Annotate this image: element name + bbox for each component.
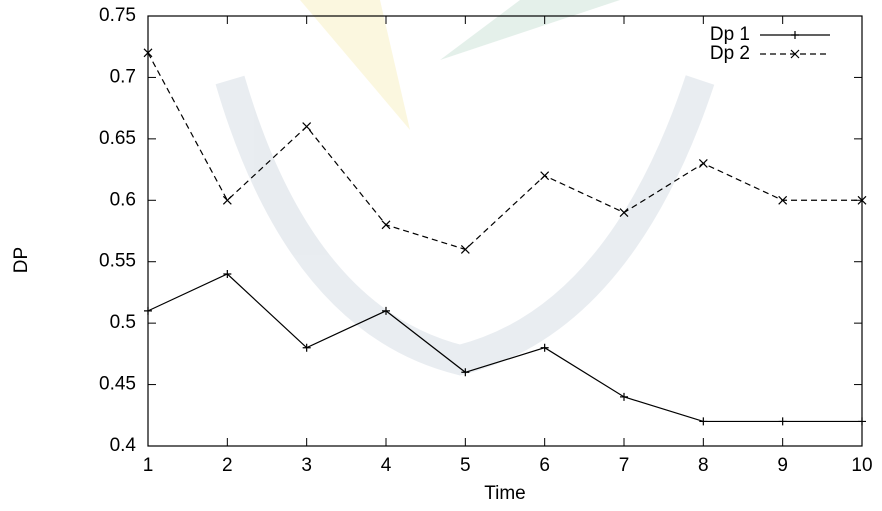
point — [144, 306, 152, 315]
point — [223, 270, 232, 278]
y-tick-label: 0.7 — [110, 66, 136, 87]
point — [778, 195, 788, 205]
x-tick-label: 5 — [460, 455, 471, 476]
x-tick-label: 7 — [619, 455, 630, 476]
legend-marker — [791, 31, 799, 39]
legend-label: Dp 2 — [710, 43, 750, 64]
point — [698, 159, 708, 168]
point — [460, 245, 470, 254]
legend-marker — [790, 49, 800, 59]
y-tick-label: 0.65 — [99, 128, 136, 149]
x-tick-label: 8 — [698, 455, 709, 476]
series-line — [147, 273, 862, 423]
plot-frame — [147, 15, 863, 447]
watermark — [215, 0, 715, 376]
watermark-leaf — [440, 0, 620, 60]
y-tick-label: 0.45 — [99, 374, 136, 395]
point — [381, 220, 391, 230]
point — [857, 195, 867, 205]
series-line — [147, 52, 862, 251]
x-axis-label: Time — [484, 483, 526, 504]
legend-label: Dp 1 — [710, 24, 750, 45]
x-tick-label: 10 — [851, 455, 872, 476]
point — [620, 392, 628, 401]
point — [619, 208, 629, 217]
point — [222, 195, 232, 205]
x-tick-label: 4 — [381, 455, 392, 476]
point — [699, 417, 708, 426]
point — [302, 122, 312, 131]
y-tick-label: 0.55 — [99, 251, 136, 272]
y-axis-label: DP — [11, 247, 32, 273]
point — [382, 306, 390, 315]
point — [302, 343, 311, 352]
point — [461, 368, 470, 377]
x-tick-label: 1 — [143, 455, 154, 476]
point — [540, 171, 550, 181]
y-tick-label: 0.4 — [110, 435, 137, 456]
x-tick-label: 3 — [301, 455, 312, 476]
x-tick-label: 6 — [539, 455, 550, 476]
point — [540, 343, 549, 352]
x-tick-label: 2 — [222, 455, 233, 476]
y-tick-label: 0.6 — [110, 189, 136, 210]
point — [778, 417, 787, 426]
point — [858, 417, 866, 426]
point — [143, 48, 153, 58]
watermark-wreath — [215, 75, 715, 376]
y-tick-label: 0.75 — [99, 5, 136, 26]
y-tick-label: 0.5 — [110, 312, 136, 333]
x-tick-label: 9 — [777, 455, 788, 476]
watermark-leaf — [300, 0, 410, 130]
